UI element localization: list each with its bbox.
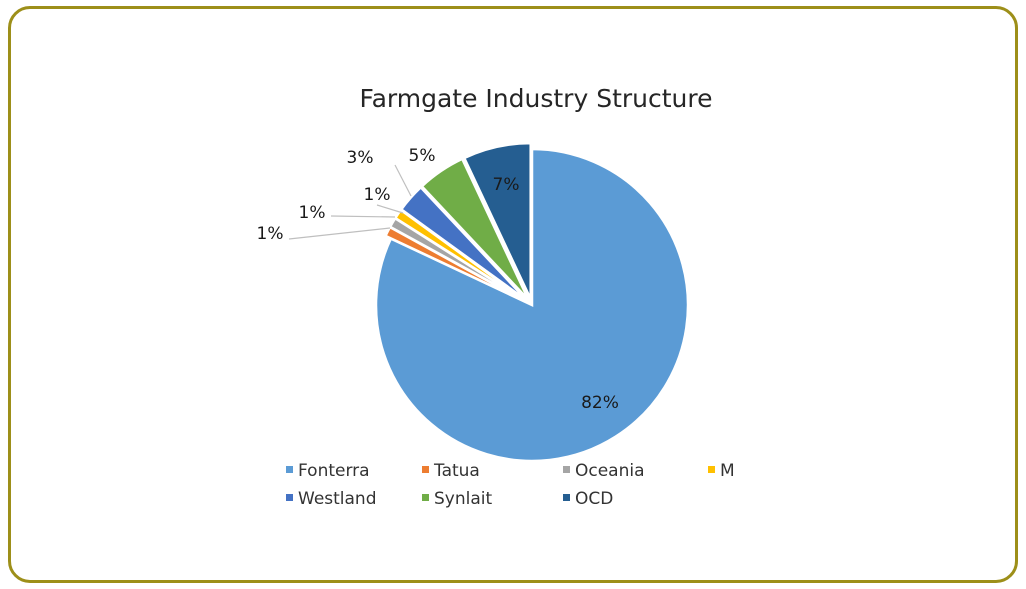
legend-item-westland: Westland	[286, 489, 377, 509]
legend-label-oceania: Oceania	[575, 461, 645, 481]
pie-slice-ocd	[462, 141, 532, 300]
data-label-westland: 3%	[347, 148, 374, 168]
legend-label-m: M	[720, 461, 735, 481]
data-label-synlait: 5%	[409, 146, 436, 166]
pie-slices	[374, 141, 690, 463]
legend-item-synlait: Synlait	[422, 489, 492, 509]
chart-title: Farmgate Industry Structure	[360, 84, 713, 113]
leader-line-tatua	[288, 227, 391, 240]
legend-swatch-tatua	[422, 466, 429, 473]
legend-swatch-oceania	[563, 466, 570, 473]
legend-item-m: M	[708, 461, 735, 481]
data-label-fonterra: 82%	[581, 393, 619, 413]
data-label-m: 1%	[364, 185, 391, 205]
legend-swatch-fonterra	[286, 466, 293, 473]
legend-item-tatua: Tatua	[422, 461, 480, 481]
legend-item-ocd: OCD	[563, 489, 613, 509]
legend-item-oceania: Oceania	[563, 461, 645, 481]
legend-label-synlait: Synlait	[434, 489, 492, 509]
leader-line-m	[376, 204, 404, 214]
legend-swatch-m	[708, 466, 715, 473]
data-labels: 82% 1% 1% 1% 3% 5% 7%	[257, 146, 619, 413]
leader-lines	[288, 164, 412, 240]
legend-item-fonterra: Fonterra	[286, 461, 370, 481]
legend-label-ocd: OCD	[575, 489, 613, 509]
legend-swatch-synlait	[422, 494, 429, 501]
pie-slice-westland	[399, 185, 529, 303]
data-label-oceania: 1%	[299, 203, 326, 223]
leader-line-westland	[394, 164, 412, 197]
legend-label-westland: Westland	[298, 489, 377, 509]
data-label-tatua: 1%	[257, 224, 284, 244]
legend-label-fonterra: Fonterra	[298, 461, 370, 481]
pie-slice-synlait	[420, 157, 530, 301]
legend-label-tatua: Tatua	[433, 461, 480, 481]
data-label-ocd: 7%	[493, 175, 520, 195]
legend-swatch-westland	[286, 494, 293, 501]
leader-line-oceania	[330, 215, 396, 218]
legend: Fonterra Tatua Oceania M Westland Synlait OCD	[286, 461, 735, 509]
pie-slice-fonterra	[374, 147, 690, 463]
legend-swatch-ocd	[563, 494, 570, 501]
